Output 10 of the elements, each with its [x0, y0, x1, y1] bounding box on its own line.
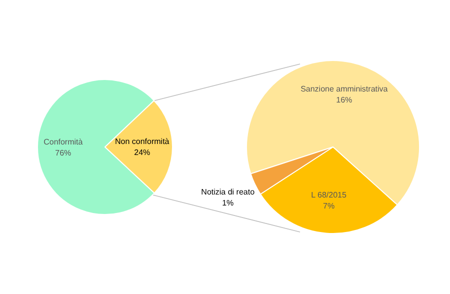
slice-label: L 68/2015: [311, 190, 347, 200]
slice-label: Non conformità: [115, 137, 170, 146]
data-label: 7%: [323, 202, 335, 211]
slice-label: Conformità: [44, 137, 84, 146]
data-label: 16%: [336, 96, 352, 105]
slice-label: Notizia di reato: [201, 187, 256, 196]
slice-label: Sanzione amministrativa: [300, 84, 388, 94]
data-label: 24%: [134, 148, 150, 158]
data-label: 1%: [222, 198, 234, 208]
data-label: 76%: [55, 148, 72, 158]
